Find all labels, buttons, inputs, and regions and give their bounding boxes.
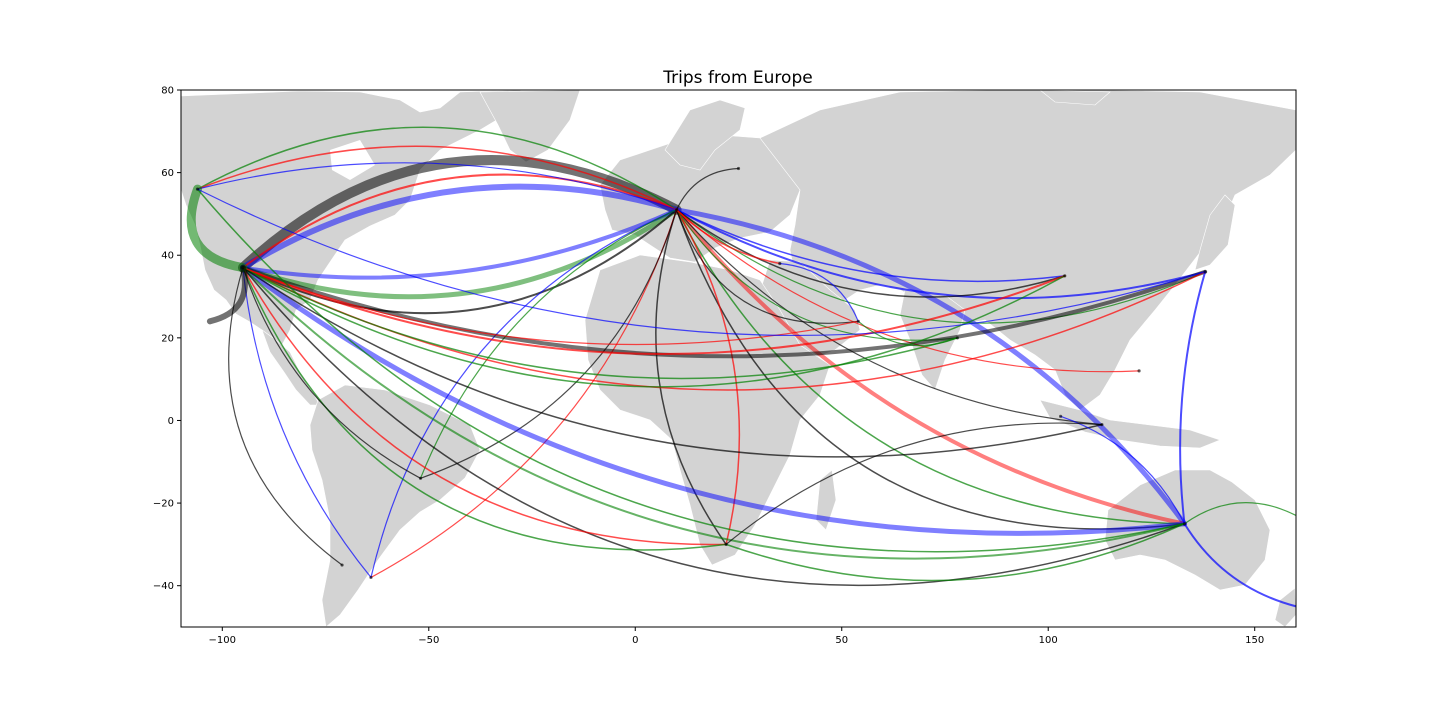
- trip-route: [196, 188, 1186, 553]
- trip-route: [240, 207, 680, 300]
- trip-route: [725, 422, 1103, 545]
- chart-title: Trips from Europe: [662, 68, 812, 88]
- trip-route: [239, 183, 680, 271]
- x-tick-label: 150: [1245, 635, 1264, 646]
- trip-route: [675, 209, 1186, 525]
- land-new-zealand: [1274, 587, 1296, 627]
- axes-frame: [180, 89, 1297, 628]
- hub-point: [1100, 422, 1104, 427]
- map-axes: −100 −50 0 50 100 150 −40 −20 0 20 40 60 80: [153, 86, 1297, 646]
- trip-route: [242, 266, 1186, 586]
- hub-point: [736, 166, 741, 171]
- land-greenland: [479, 90, 581, 163]
- hub-point: [955, 336, 959, 340]
- hub-point: [195, 187, 200, 191]
- land-madagascar: [815, 469, 837, 531]
- hubs-layer: [195, 166, 1207, 580]
- trip-route: [674, 207, 1187, 527]
- x-tick-label: 50: [835, 635, 848, 646]
- trip-route: [242, 266, 727, 551]
- hub-point: [418, 476, 423, 480]
- y-tick-label: 40: [161, 251, 174, 262]
- y-tick-label: 0: [168, 416, 174, 427]
- hub-point: [1203, 270, 1207, 274]
- trip-route: [242, 267, 859, 346]
- trip-route: [186, 184, 248, 273]
- trip-route: [675, 167, 740, 211]
- trip-route: [675, 209, 741, 546]
- trip-route: [242, 266, 1066, 388]
- hub-point: [1063, 274, 1067, 278]
- hub-point: [1182, 522, 1187, 526]
- hub-point: [778, 261, 782, 266]
- trip-route: [675, 209, 859, 324]
- hub-point: [241, 266, 245, 270]
- trip-route: [1183, 522, 1296, 608]
- y-tick-label: 60: [161, 168, 174, 179]
- trip-route: [675, 209, 1066, 283]
- trip-route: [1179, 270, 1207, 525]
- trip-route: [241, 208, 678, 315]
- land-scandinavia: [664, 99, 746, 171]
- hudson-bay: [330, 140, 375, 180]
- trip-route: [1183, 502, 1296, 525]
- trip-route: [242, 267, 422, 479]
- trip-route: [675, 209, 1066, 298]
- trip-route: [779, 262, 859, 322]
- trip-route: [857, 320, 958, 347]
- land-arctic-islands: [1039, 90, 1111, 106]
- land-africa: [584, 254, 831, 566]
- trip-route: [725, 522, 1186, 582]
- y-tick-label: 80: [161, 86, 174, 97]
- trip-route: [241, 173, 678, 269]
- trip-route: [196, 145, 678, 211]
- trip-route: [206, 264, 248, 325]
- x-tick-label: −50: [418, 635, 439, 646]
- trip-route: [242, 266, 959, 380]
- x-tick-label: 100: [1039, 635, 1058, 646]
- trip-route: [240, 265, 1208, 359]
- y-tick-label: −20: [153, 499, 174, 510]
- y-tick-label: 20: [161, 333, 174, 344]
- routes-layer: [186, 126, 1296, 608]
- hub-point: [1059, 414, 1063, 418]
- trip-route: [242, 267, 372, 579]
- trip-route: [196, 162, 678, 211]
- hub-point: [856, 319, 860, 323]
- land-south-america: [309, 384, 481, 627]
- trip-route: [675, 209, 1140, 373]
- trip-route: [242, 266, 727, 546]
- trip-route: [675, 209, 781, 265]
- x-tick-label: −100: [209, 635, 236, 646]
- hub-point: [724, 542, 728, 546]
- x-axis: −100 −50 0 50 100 150: [209, 627, 1264, 646]
- trip-route: [241, 266, 1066, 355]
- land-japan: [1194, 194, 1236, 271]
- trip-route: [675, 208, 1207, 300]
- trip-route: [675, 209, 958, 341]
- trip-route: [655, 209, 727, 546]
- y-axis: −40 −20 0 20 40 60 80: [153, 86, 181, 592]
- y-tick-label: −40: [153, 581, 174, 592]
- hub-point: [369, 575, 373, 580]
- trip-route: [241, 266, 1186, 560]
- trip-route: [240, 207, 679, 280]
- trip-route: [242, 266, 1103, 458]
- trip-route: [419, 209, 678, 479]
- hub-point: [340, 563, 344, 567]
- hub-point: [674, 208, 679, 212]
- x-tick-label: 0: [632, 635, 638, 646]
- trip-route: [196, 126, 678, 211]
- hub-point: [1137, 369, 1141, 373]
- trip-route: [240, 265, 1187, 536]
- trip-route: [196, 188, 1206, 337]
- trip-route: [419, 209, 678, 479]
